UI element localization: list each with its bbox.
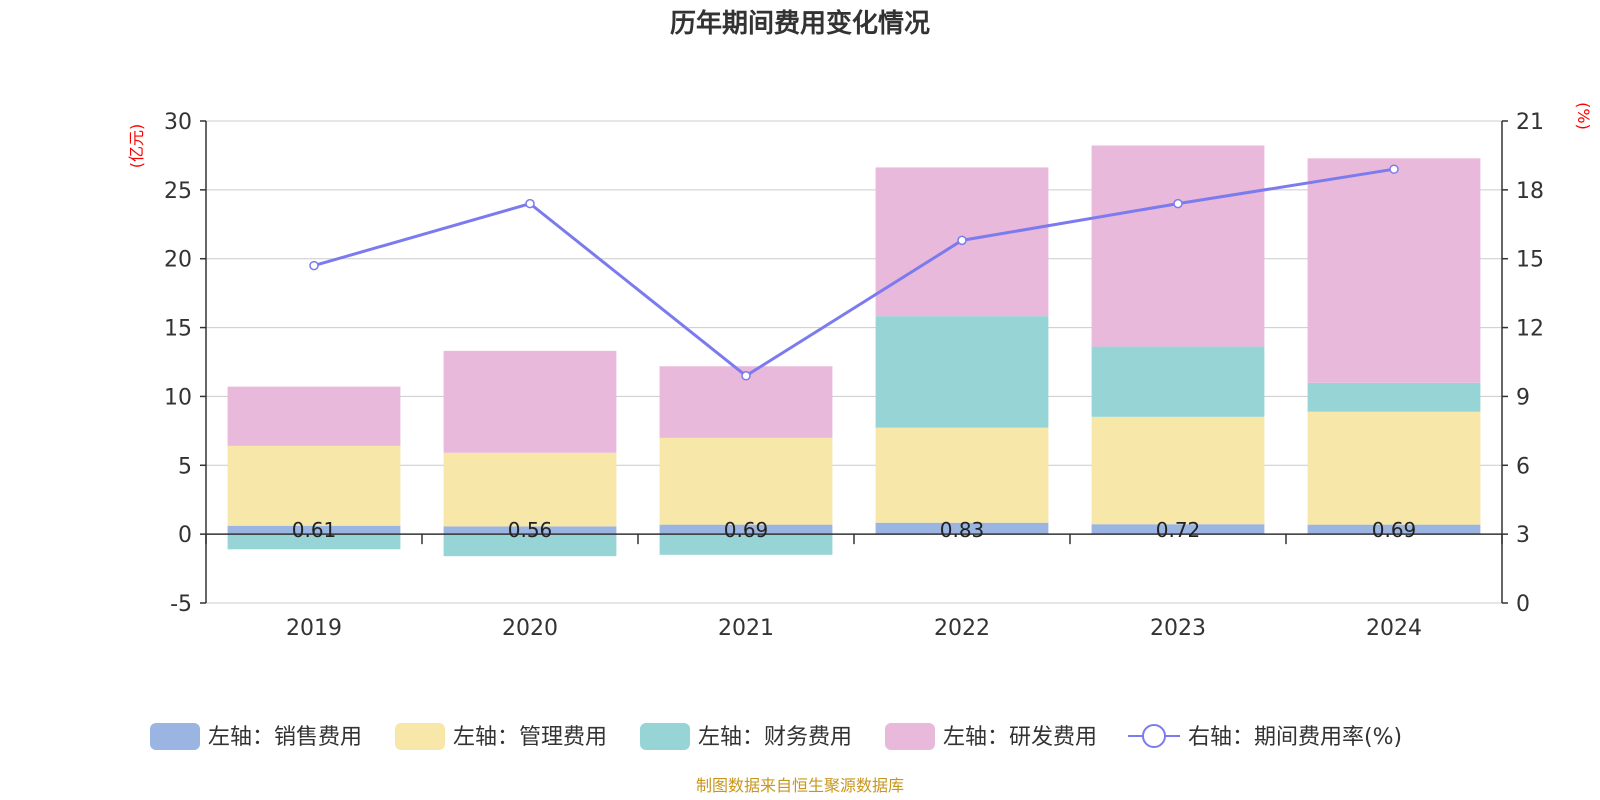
x-tick-label: 2019 xyxy=(286,616,342,641)
rate-line-point xyxy=(741,371,751,381)
bar-value-label: 0.69 xyxy=(1372,518,1417,542)
right-tick-label: 18 xyxy=(1516,179,1544,204)
left-tick-label: 15 xyxy=(164,317,192,342)
bar-segment xyxy=(1307,158,1481,383)
rate-line-point xyxy=(309,260,319,271)
rate-line-point xyxy=(1173,198,1183,209)
legend-label: 左轴：管理费用 xyxy=(453,725,607,750)
bar-segment xyxy=(875,427,1049,523)
bar-value-label: 0.72 xyxy=(1156,518,1201,542)
right-tick-label: 0 xyxy=(1516,592,1530,617)
left-tick-label: 10 xyxy=(164,385,192,410)
rate-line-point xyxy=(525,198,535,209)
bar-segment xyxy=(227,534,401,550)
bar-value-label: 0.69 xyxy=(724,518,769,542)
legend-label: 左轴：财务费用 xyxy=(698,725,852,750)
left-tick-label: 25 xyxy=(164,179,192,204)
rate-line-path xyxy=(313,167,1395,378)
bar-segment xyxy=(227,386,401,446)
bar-segment xyxy=(1091,346,1265,417)
x-tick-label: 2021 xyxy=(718,616,774,641)
legend-marker xyxy=(1142,724,1166,748)
bar-segment xyxy=(227,445,401,526)
right-tick-label: 21 xyxy=(1516,110,1544,135)
data-labels: 0.61 0.56 0.69 0.83 0.72 0.69 xyxy=(292,518,1417,542)
legend-label: 右轴：期间费用率(%) xyxy=(1188,725,1402,750)
right-tick-label: 9 xyxy=(1516,385,1530,410)
legend-swatch xyxy=(640,723,690,750)
left-tick-label: 0 xyxy=(178,523,192,548)
bar-segment xyxy=(659,534,833,555)
rate-line xyxy=(309,164,1399,381)
bars xyxy=(227,145,1481,557)
left-axis-unit: (亿元) xyxy=(127,124,146,169)
bar-segment xyxy=(443,350,617,453)
legend-swatch xyxy=(150,723,200,750)
rate-line-point xyxy=(957,235,967,246)
legend: 左轴：销售费用 左轴：管理费用 左轴：财务费用 左轴：研发费用 右轴：期间费用率(%) xyxy=(150,723,1402,750)
bar-segment xyxy=(227,525,401,535)
right-tick-label: 15 xyxy=(1516,248,1544,273)
left-tick-label: -5 xyxy=(170,592,192,617)
bar-segment xyxy=(1307,411,1481,525)
left-tick-label: 30 xyxy=(164,110,192,135)
bar-segment xyxy=(1091,145,1265,347)
bar-value-label: 0.83 xyxy=(940,518,985,542)
bar-segment xyxy=(1091,524,1265,535)
x-tick-label: 2024 xyxy=(1366,616,1422,641)
right-tick-label: 6 xyxy=(1516,454,1530,479)
rate-line-point xyxy=(1389,164,1399,174)
bar-segment xyxy=(1307,524,1481,535)
bar-value-label: 0.61 xyxy=(292,518,337,542)
legend-label: 左轴：销售费用 xyxy=(208,725,362,750)
right-axis-unit: (%) xyxy=(1574,102,1593,130)
bar-value-label: 0.56 xyxy=(508,518,553,542)
x-tick-label: 2020 xyxy=(502,616,558,641)
legend-swatch xyxy=(885,723,935,750)
bar-segment xyxy=(659,437,833,525)
bar-segment xyxy=(659,524,833,535)
right-tick-label: 12 xyxy=(1516,317,1544,342)
bar-segment xyxy=(443,452,617,527)
x-tick-label: 2023 xyxy=(1150,616,1206,641)
legend-label: 左轴：研发费用 xyxy=(943,725,1097,750)
bar-segment xyxy=(875,316,1049,428)
right-tick-label: 3 xyxy=(1516,523,1530,548)
source-note: 制图数据来自恒生聚源数据库 xyxy=(696,776,904,795)
x-tick-label: 2022 xyxy=(934,616,990,641)
chart-title: 历年期间费用变化情况 xyxy=(670,8,930,39)
bar-segment xyxy=(1091,416,1265,525)
left-tick-label: 20 xyxy=(164,248,192,273)
left-tick-label: 5 xyxy=(178,454,192,479)
bar-segment xyxy=(1307,382,1481,412)
bar-segment xyxy=(443,534,617,557)
bar-segment xyxy=(443,526,617,535)
legend-swatch xyxy=(395,723,445,750)
bar-segment xyxy=(875,522,1049,535)
